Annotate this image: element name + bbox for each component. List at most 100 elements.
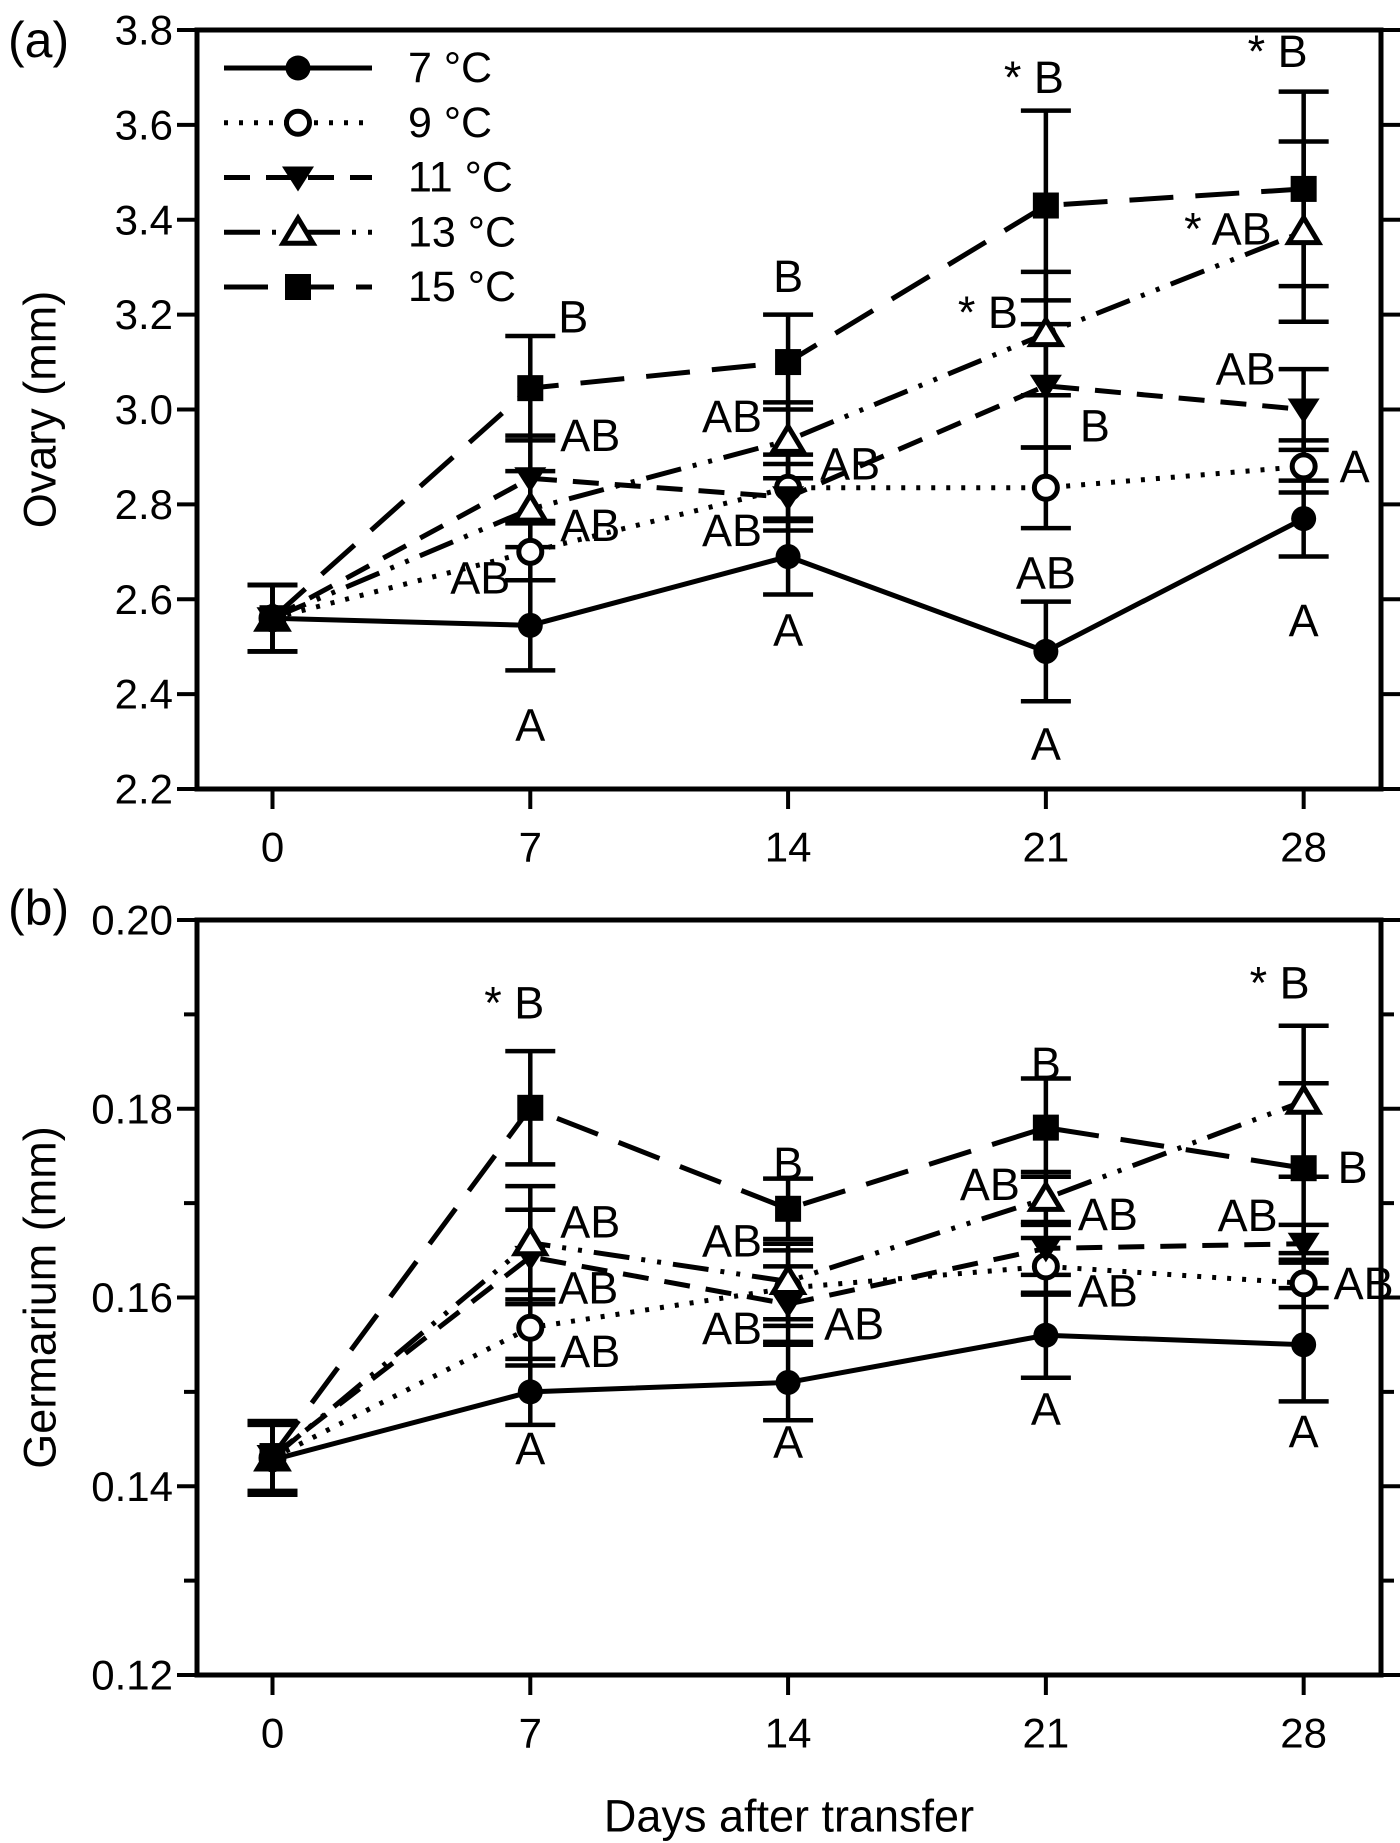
legend-label: 15 °C (408, 263, 516, 311)
significance-label: A (1289, 1406, 1319, 1457)
y-tick-label: 3.8 (115, 7, 173, 54)
significance-label: A (515, 699, 545, 750)
legend-item-13c: 13 °C (224, 208, 516, 256)
square-filled-marker (1290, 175, 1317, 202)
circle-filled-marker (1033, 638, 1059, 664)
significance-label: * B (1004, 52, 1064, 103)
y-axis-title-a: Ovary (mm) (15, 291, 66, 528)
triangle-down-filled-marker (772, 1293, 805, 1319)
significance-label: B (558, 291, 588, 342)
legend-item-9c: 9 °C (224, 99, 492, 147)
legend-item-11c: 11 °C (224, 154, 513, 202)
triangle-down-filled-marker (772, 486, 805, 512)
legend-label: 7 °C (408, 44, 492, 92)
y-tick-label: 2.2 (115, 766, 173, 813)
y-tick-label: 0.20 (91, 897, 173, 944)
legend-label: 9 °C (408, 99, 492, 147)
significance-label: A (1340, 441, 1370, 492)
y-tick-label: 3.4 (115, 196, 173, 243)
triangle-down-filled-marker (1287, 1232, 1320, 1258)
circle-filled-legend-marker (285, 55, 311, 81)
significance-label: A (773, 1416, 803, 1467)
legend-item-15c: 15 °C (224, 263, 516, 311)
circle-open-marker (1289, 452, 1318, 481)
x-tick-label: 0 (261, 824, 284, 871)
triangle-up-open-marker (1284, 212, 1324, 246)
x-tick-label: 7 (519, 1710, 542, 1757)
y-tick-label: 3.6 (115, 101, 173, 148)
triangle-up-open-marker (768, 421, 808, 454)
significance-label: B (1080, 401, 1110, 452)
panel-a: 2.22.42.62.83.03.23.43.63.80 7 14 21 28BABAB… (8, 7, 1400, 871)
triangle-up-open-marker (1284, 1082, 1324, 1115)
significance-label: AB (1218, 1190, 1278, 1241)
significance-label: B (773, 251, 803, 302)
triangle-up-open-marker (1026, 1179, 1066, 1212)
x-axis-title: Days after transfer (604, 1791, 974, 1842)
series-markers-15c (259, 1094, 1317, 1470)
circle-open-marker (1289, 1269, 1318, 1298)
triangle-up-open-marker (1026, 314, 1066, 348)
significance-label: AB (702, 1303, 762, 1354)
y-tick-label: 0.12 (91, 1652, 173, 1699)
y-tick-label: 2.8 (115, 481, 173, 528)
x-tick-label: 21 (1023, 824, 1070, 871)
y-tick-label: 2.6 (115, 576, 173, 623)
y-tick-label: 3.2 (115, 291, 173, 338)
legend-label: 11 °C (408, 154, 513, 202)
y-tick-label: 0.14 (91, 1463, 173, 1510)
significance-label: AB (560, 1326, 620, 1377)
significance-label: A (773, 605, 803, 656)
square-filled-marker (517, 375, 544, 402)
circle-filled-marker (517, 1379, 543, 1405)
square-filled-marker (259, 1443, 286, 1470)
significance-label: AB (558, 1263, 618, 1314)
significance-label: * AB (1184, 204, 1272, 255)
legend-item-7c: 7 °C (224, 44, 492, 92)
triangle-down-filled-legend-marker (282, 166, 314, 192)
significance-label: AB (450, 552, 510, 603)
circle-filled-marker (1033, 1322, 1059, 1348)
y-tick-label: 0.16 (91, 1274, 173, 1321)
panel-letter-b: (b) (8, 880, 69, 936)
significance-label: A (1031, 1383, 1061, 1434)
series-line-11c (270, 1241, 1304, 1459)
significance-label: AB (824, 1298, 884, 1349)
x-tick-label: 7 (519, 824, 542, 871)
significance-label: AB (560, 410, 620, 461)
significance-label: AB (1216, 344, 1276, 395)
significance-label: AB (702, 505, 762, 556)
significance-label: B (1338, 1142, 1368, 1193)
square-filled-marker (517, 1094, 544, 1121)
legend-label: 13 °C (408, 208, 516, 256)
triangle-up-open-legend-marker (278, 213, 318, 246)
triangle-down-filled-marker (514, 467, 547, 493)
significance-label: * B (958, 287, 1018, 338)
x-tick-label: 14 (765, 1710, 812, 1757)
triangle-up-open-marker (510, 1223, 550, 1257)
square-filled-marker (775, 349, 802, 376)
triangle-up-open-marker (510, 490, 550, 523)
significance-label: * B (1248, 26, 1308, 77)
significance-label: AB (702, 391, 762, 442)
x-tick-label: 0 (261, 1710, 284, 1757)
x-tick-label: 21 (1023, 1710, 1070, 1757)
x-tick-label: 14 (765, 824, 812, 871)
y-tick-label: 0.18 (91, 1085, 173, 1132)
triangle-up-open-marker (768, 1262, 808, 1295)
significance-label: AB (820, 439, 880, 490)
y-axis-title-b: Germarium (mm) (15, 1126, 66, 1468)
significance-label: AB (1334, 1258, 1394, 1309)
significance-label: * B (1250, 958, 1310, 1009)
significance-label: B (1031, 1038, 1061, 1089)
error-bars-15c (247, 1048, 1329, 1494)
significance-label: AB (1078, 1189, 1138, 1240)
circle-open-marker (1031, 473, 1060, 502)
significance-label: AB (960, 1159, 1020, 1210)
panel-letter-a: (a) (8, 12, 69, 68)
square-filled-marker (775, 1195, 802, 1222)
significance-label: A (515, 1423, 545, 1474)
legend: 7 °C 9 °C 11 °C 13 °C 15 °C (224, 44, 516, 311)
error-bars-15c (247, 89, 1329, 654)
